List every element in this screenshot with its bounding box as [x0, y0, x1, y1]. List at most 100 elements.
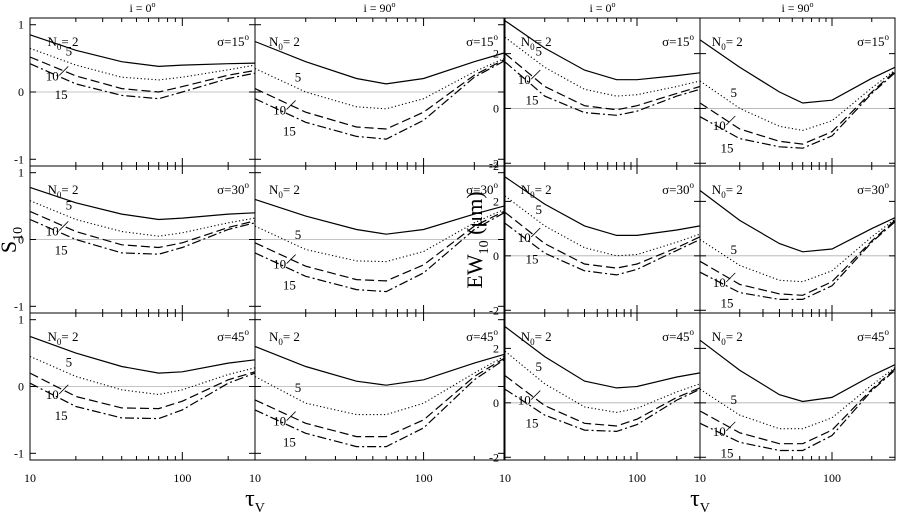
curve-label-n0: N0= 2 — [269, 182, 300, 200]
panel-R-r2-c1: σ=45o N0= 2 5 10 15 — [699, 312, 896, 461]
panel-R-r0-c1: σ=15o N0= 2 5 10 15 — [699, 17, 896, 167]
curve-label-n0: N0= 2 — [48, 329, 79, 347]
curve-label-5: 5 — [535, 43, 542, 58]
curve-label-leader — [531, 390, 541, 400]
y-axis-label: S10 — [0, 227, 26, 253]
series-line-10 — [504, 375, 701, 427]
series-line-15 — [504, 61, 701, 116]
series-line-n02 — [29, 186, 256, 221]
y-tick-label: 0 — [18, 85, 24, 99]
curve-label-5: 5 — [730, 242, 737, 257]
curve-label-n0: N0= 2 — [521, 329, 552, 347]
sigma-label: σ=30o — [466, 180, 498, 197]
column-title: i = 0o — [589, 0, 615, 15]
series-line-5 — [699, 218, 896, 283]
panel-L-r1-c0: σ=30o N0= 25 10 15 — [29, 165, 256, 314]
curve-label-n0: N0= 2 — [48, 182, 79, 200]
x-tick-label: 100 — [823, 471, 841, 485]
series-line-n02 — [504, 326, 701, 389]
curve-label-n0: N0= 2 — [48, 34, 79, 52]
sigma-label: σ=30o — [662, 180, 694, 197]
curve-label-n0: N0= 2 — [521, 34, 552, 52]
sigma-label: σ=45o — [662, 327, 694, 344]
curve-label-5: 5 — [535, 359, 542, 374]
y-tick-label: 0 — [18, 380, 24, 394]
series-line-5 — [504, 350, 701, 413]
series-line-15 — [699, 72, 896, 149]
series-line-n02 — [254, 345, 505, 386]
series-line-n02 — [254, 40, 505, 85]
curve-label-leader — [726, 421, 736, 432]
panel-L-r1-c1: σ=30o N0= 2 5 10 15 — [254, 165, 505, 314]
curve-label-5: 5 — [295, 227, 302, 242]
curve-label-15: 15 — [55, 87, 68, 102]
series-line-5 — [254, 57, 505, 110]
sigma-label: σ=30o — [217, 180, 249, 197]
curve-label-10: 10 — [46, 387, 59, 402]
y-tick-label: -2 — [489, 156, 499, 170]
series-line-10 — [254, 357, 505, 438]
series-line-5 — [29, 200, 256, 237]
column-title: i = 90o — [781, 0, 813, 15]
sigma-label: σ=45o — [466, 327, 498, 344]
series-line-n02 — [504, 20, 701, 81]
sigma-label: σ=45o — [857, 327, 889, 344]
series-line-5 — [699, 366, 896, 430]
y-tick-label: 0 — [493, 249, 499, 263]
x-tick-label: 100 — [173, 471, 191, 485]
curve-label-5: 5 — [66, 198, 73, 213]
series-line-n02 — [29, 335, 256, 374]
series-line-15 — [504, 388, 701, 433]
curve-label-10: 10 — [46, 223, 59, 238]
panel-L-r2-c0: σ=45o N0= 2 5 10 15 — [29, 312, 256, 461]
curve-label-5: 5 — [295, 380, 302, 395]
y-tick-label: -2 — [489, 159, 499, 173]
curve-label-leader — [726, 115, 736, 126]
series-line-15 — [504, 222, 701, 276]
series-line-15 — [699, 369, 896, 452]
curve-label-n0: N0= 2 — [269, 329, 300, 347]
curve-label-15: 15 — [720, 446, 733, 461]
curve-label-n0: N0= 2 — [521, 182, 552, 200]
series-line-n02 — [504, 176, 701, 236]
x-tick-label: 100 — [628, 471, 646, 485]
curve-label-5: 5 — [295, 69, 302, 84]
curve-label-15: 15 — [720, 295, 733, 310]
series-line-15 — [29, 63, 256, 100]
curve-label-10: 10 — [273, 414, 286, 429]
y-axis-label: EW10 (μm) — [462, 191, 492, 288]
curve-label-10: 10 — [273, 102, 286, 117]
series-line-n02 — [699, 190, 896, 253]
y-tick-label: 0 — [18, 233, 24, 247]
sigma-label: σ=30o — [857, 180, 889, 197]
series-line-10 — [29, 210, 256, 249]
panel-L-r0-c0: σ=15o N0= 25 10 15 — [29, 17, 256, 167]
series-line-10 — [699, 70, 896, 145]
y-tick-label: 0 — [493, 396, 499, 410]
curve-label-leader — [286, 411, 296, 421]
sigma-label: σ=15o — [217, 32, 249, 49]
curve-label-leader — [531, 69, 541, 80]
curve-label-10: 10 — [273, 257, 286, 272]
curve-label-15: 15 — [283, 124, 296, 139]
curve-label-10: 10 — [518, 230, 531, 245]
curve-label-15: 15 — [283, 278, 296, 293]
y-tick-label: -1 — [14, 152, 24, 166]
curve-label-15: 15 — [55, 408, 68, 423]
sigma-label: σ=15o — [857, 32, 889, 49]
series-line-10 — [29, 56, 256, 93]
series-line-5 — [699, 69, 896, 131]
curve-label-10: 10 — [713, 118, 726, 133]
curve-label-n0: N0= 2 — [712, 182, 743, 200]
y-tick-label: 2 — [493, 341, 499, 355]
curve-label-15: 15 — [525, 252, 538, 267]
curve-label-leader — [726, 272, 736, 283]
y-tick-label: -1 — [14, 299, 24, 313]
panel-frame — [699, 312, 896, 461]
curve-label-leader — [531, 227, 541, 238]
curve-label-10: 10 — [46, 68, 59, 83]
series-line-15 — [254, 60, 505, 140]
y-tick-label: 2 — [493, 47, 499, 61]
